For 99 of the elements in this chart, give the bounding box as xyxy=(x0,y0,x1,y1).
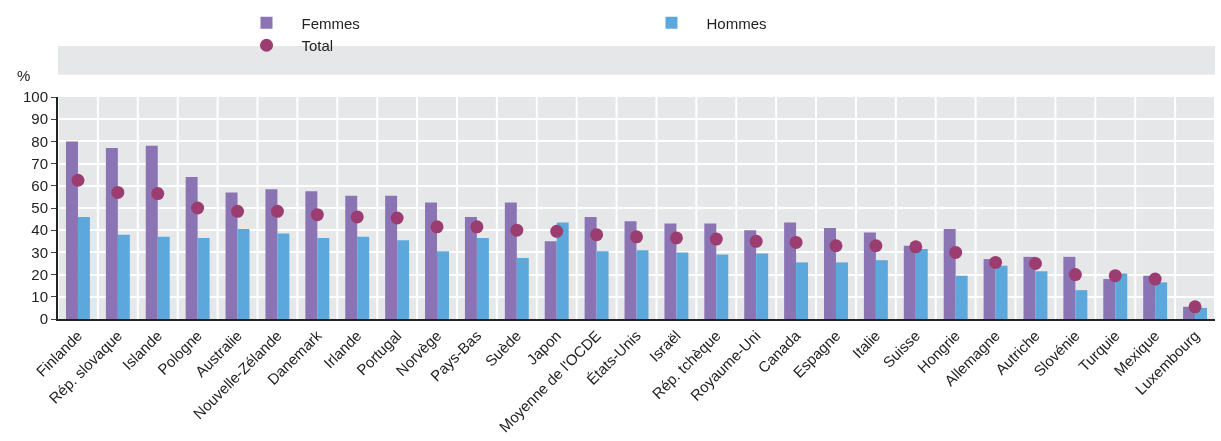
bar xyxy=(584,216,597,319)
y-tick-label: 0 xyxy=(39,310,48,328)
bar xyxy=(425,202,438,319)
bar xyxy=(835,262,848,319)
bar xyxy=(516,257,529,319)
bar xyxy=(784,222,797,319)
y-tick-label: 90 xyxy=(31,110,48,128)
point xyxy=(949,245,963,259)
bar xyxy=(305,191,318,319)
bar xyxy=(636,250,649,319)
y-tick-label: 100 xyxy=(22,88,48,106)
bar xyxy=(744,230,757,319)
bar xyxy=(1075,290,1088,319)
bar xyxy=(265,189,278,319)
bar xyxy=(544,241,557,319)
bar xyxy=(1103,279,1116,319)
bar xyxy=(1063,256,1076,319)
point xyxy=(430,220,444,234)
point xyxy=(151,187,165,201)
point xyxy=(1108,269,1122,283)
bar xyxy=(1155,282,1168,319)
bar xyxy=(1115,273,1128,319)
bar xyxy=(397,240,410,319)
y-axis-title: % xyxy=(17,67,31,84)
bar xyxy=(464,216,477,319)
bar xyxy=(676,252,689,319)
bar xyxy=(317,237,330,319)
bar xyxy=(105,148,118,319)
x-tick-label: Italie xyxy=(848,326,884,362)
point xyxy=(470,220,484,234)
y-tick-label: 50 xyxy=(31,199,48,217)
point xyxy=(1148,272,1162,286)
point xyxy=(550,224,564,238)
bar xyxy=(437,251,449,319)
bar xyxy=(903,245,916,319)
bar xyxy=(875,260,888,319)
point xyxy=(709,232,723,246)
point xyxy=(1188,300,1202,314)
bar xyxy=(385,195,398,319)
bar xyxy=(716,254,729,319)
point xyxy=(669,231,683,245)
point xyxy=(630,230,643,244)
point xyxy=(390,211,404,225)
point xyxy=(1028,257,1042,270)
point xyxy=(191,201,205,215)
bar xyxy=(225,192,238,319)
legend-label: Hommes xyxy=(706,14,767,32)
bar xyxy=(756,253,769,319)
bar xyxy=(145,145,158,319)
bar xyxy=(556,222,569,319)
point xyxy=(111,185,125,199)
point xyxy=(270,204,284,218)
point xyxy=(989,255,1003,269)
point xyxy=(310,208,324,222)
bar xyxy=(983,259,996,319)
bar xyxy=(664,223,677,319)
y-tick-label: 60 xyxy=(31,177,48,195)
point xyxy=(1068,268,1082,282)
y-tick-label: 80 xyxy=(31,132,48,150)
y-tick-label: 10 xyxy=(31,288,48,306)
point xyxy=(909,240,923,254)
bar xyxy=(185,176,198,319)
bar xyxy=(596,251,609,319)
y-tick-label: 40 xyxy=(31,221,48,239)
bar xyxy=(197,237,210,319)
y-tick-label: 30 xyxy=(31,243,48,261)
point xyxy=(350,210,364,224)
bar xyxy=(1035,271,1048,319)
y-tick-label: 70 xyxy=(31,154,48,172)
legend-label: Total xyxy=(301,37,334,55)
bar xyxy=(863,232,876,319)
bar xyxy=(357,236,370,319)
point xyxy=(510,223,524,237)
bar xyxy=(345,195,358,319)
point xyxy=(231,204,245,218)
bar xyxy=(624,221,637,319)
bar xyxy=(504,202,517,319)
bar xyxy=(237,229,250,319)
bar xyxy=(117,234,130,319)
bar xyxy=(277,233,290,319)
point xyxy=(71,173,85,187)
bar xyxy=(995,265,1008,319)
bar xyxy=(77,216,90,319)
point xyxy=(789,235,803,249)
point xyxy=(590,228,604,242)
bar xyxy=(955,275,968,319)
point xyxy=(869,239,883,253)
bar xyxy=(824,227,836,319)
point xyxy=(829,239,843,253)
legend-label: Femmes xyxy=(301,14,360,32)
point xyxy=(749,234,763,248)
bar xyxy=(796,262,809,319)
bar xyxy=(915,249,928,319)
bar xyxy=(157,236,170,319)
bar xyxy=(476,237,489,319)
bar xyxy=(704,223,717,319)
y-tick-label: 20 xyxy=(31,265,48,283)
bar xyxy=(65,141,78,319)
bar xyxy=(943,229,956,319)
